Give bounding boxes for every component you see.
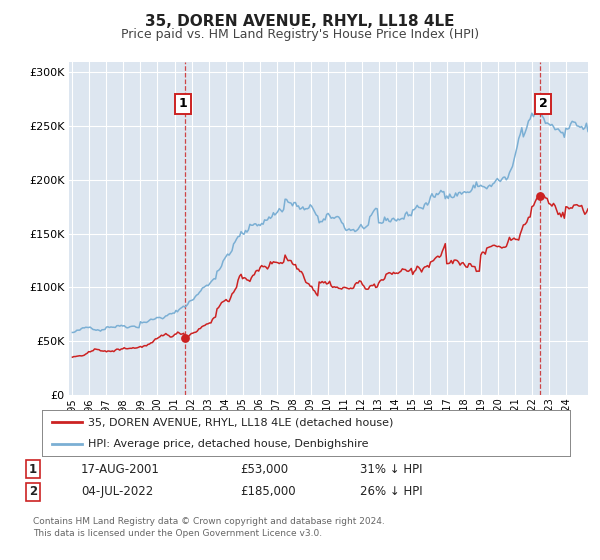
Text: 35, DOREN AVENUE, RHYL, LL18 4LE: 35, DOREN AVENUE, RHYL, LL18 4LE [145,14,455,29]
Text: 2: 2 [539,97,547,110]
Text: £185,000: £185,000 [240,485,296,498]
Text: 26% ↓ HPI: 26% ↓ HPI [360,485,422,498]
Text: 17-AUG-2001: 17-AUG-2001 [81,463,160,476]
Text: 04-JUL-2022: 04-JUL-2022 [81,485,153,498]
Point [536,192,545,200]
Point [181,333,190,342]
Text: £53,000: £53,000 [240,463,288,476]
Text: Contains HM Land Registry data © Crown copyright and database right 2024.: Contains HM Land Registry data © Crown c… [33,517,385,526]
Text: 31% ↓ HPI: 31% ↓ HPI [360,463,422,476]
Text: HPI: Average price, detached house, Denbighshire: HPI: Average price, detached house, Denb… [88,439,369,449]
Text: Price paid vs. HM Land Registry's House Price Index (HPI): Price paid vs. HM Land Registry's House … [121,28,479,41]
Text: This data is licensed under the Open Government Licence v3.0.: This data is licensed under the Open Gov… [33,529,322,538]
Text: 1: 1 [178,97,187,110]
Text: 1: 1 [29,463,37,476]
Text: 35, DOREN AVENUE, RHYL, LL18 4LE (detached house): 35, DOREN AVENUE, RHYL, LL18 4LE (detach… [88,417,394,427]
Text: 2: 2 [29,485,37,498]
